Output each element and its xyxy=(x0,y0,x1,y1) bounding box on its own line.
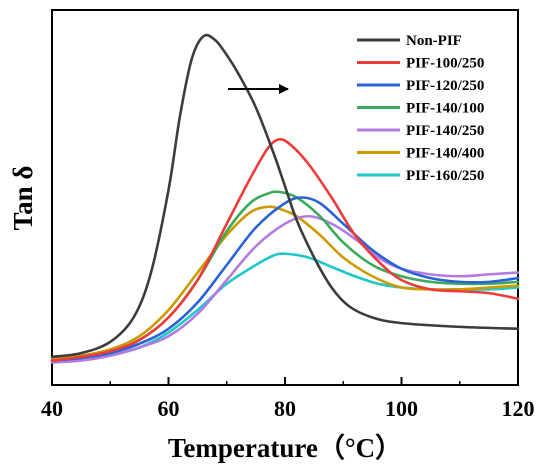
x-tick-label: 100 xyxy=(385,396,418,421)
series-line-pif-100-250 xyxy=(50,137,520,362)
legend-label-pif-140-100: PIF-140/100 xyxy=(406,101,484,117)
legend-label-non-pif: Non-PIF xyxy=(406,33,462,49)
x-tick-label: 40 xyxy=(41,396,63,421)
y-axis-title: Tan δ xyxy=(8,166,38,231)
x-axis-title: Temperature（°C） xyxy=(168,433,402,463)
series-line-pif-120-250 xyxy=(50,196,520,362)
legend-label-pif-140-400: PIF-140/400 xyxy=(406,146,484,162)
x-axis-ticks xyxy=(51,377,519,385)
x-tick-label: 60 xyxy=(158,396,180,421)
x-tick-label: 120 xyxy=(502,396,535,421)
x-tick-label: 80 xyxy=(274,396,296,421)
series-line-non-pif xyxy=(50,33,520,359)
legend: Non-PIF PIF-100/250 PIF-120/250 PIF-140/100… xyxy=(357,33,484,184)
legend-label-pif-160-250: PIF-160/250 xyxy=(406,168,484,184)
legend-label-pif-120-250: PIF-120/250 xyxy=(406,78,484,94)
legend-label-pif-100-250: PIF-100/250 xyxy=(406,56,484,72)
legend-label-pif-140-250: PIF-140/250 xyxy=(406,123,484,139)
series-lines xyxy=(50,33,520,364)
x-axis-tick-labels: 40 60 80 100 120 xyxy=(41,396,535,421)
